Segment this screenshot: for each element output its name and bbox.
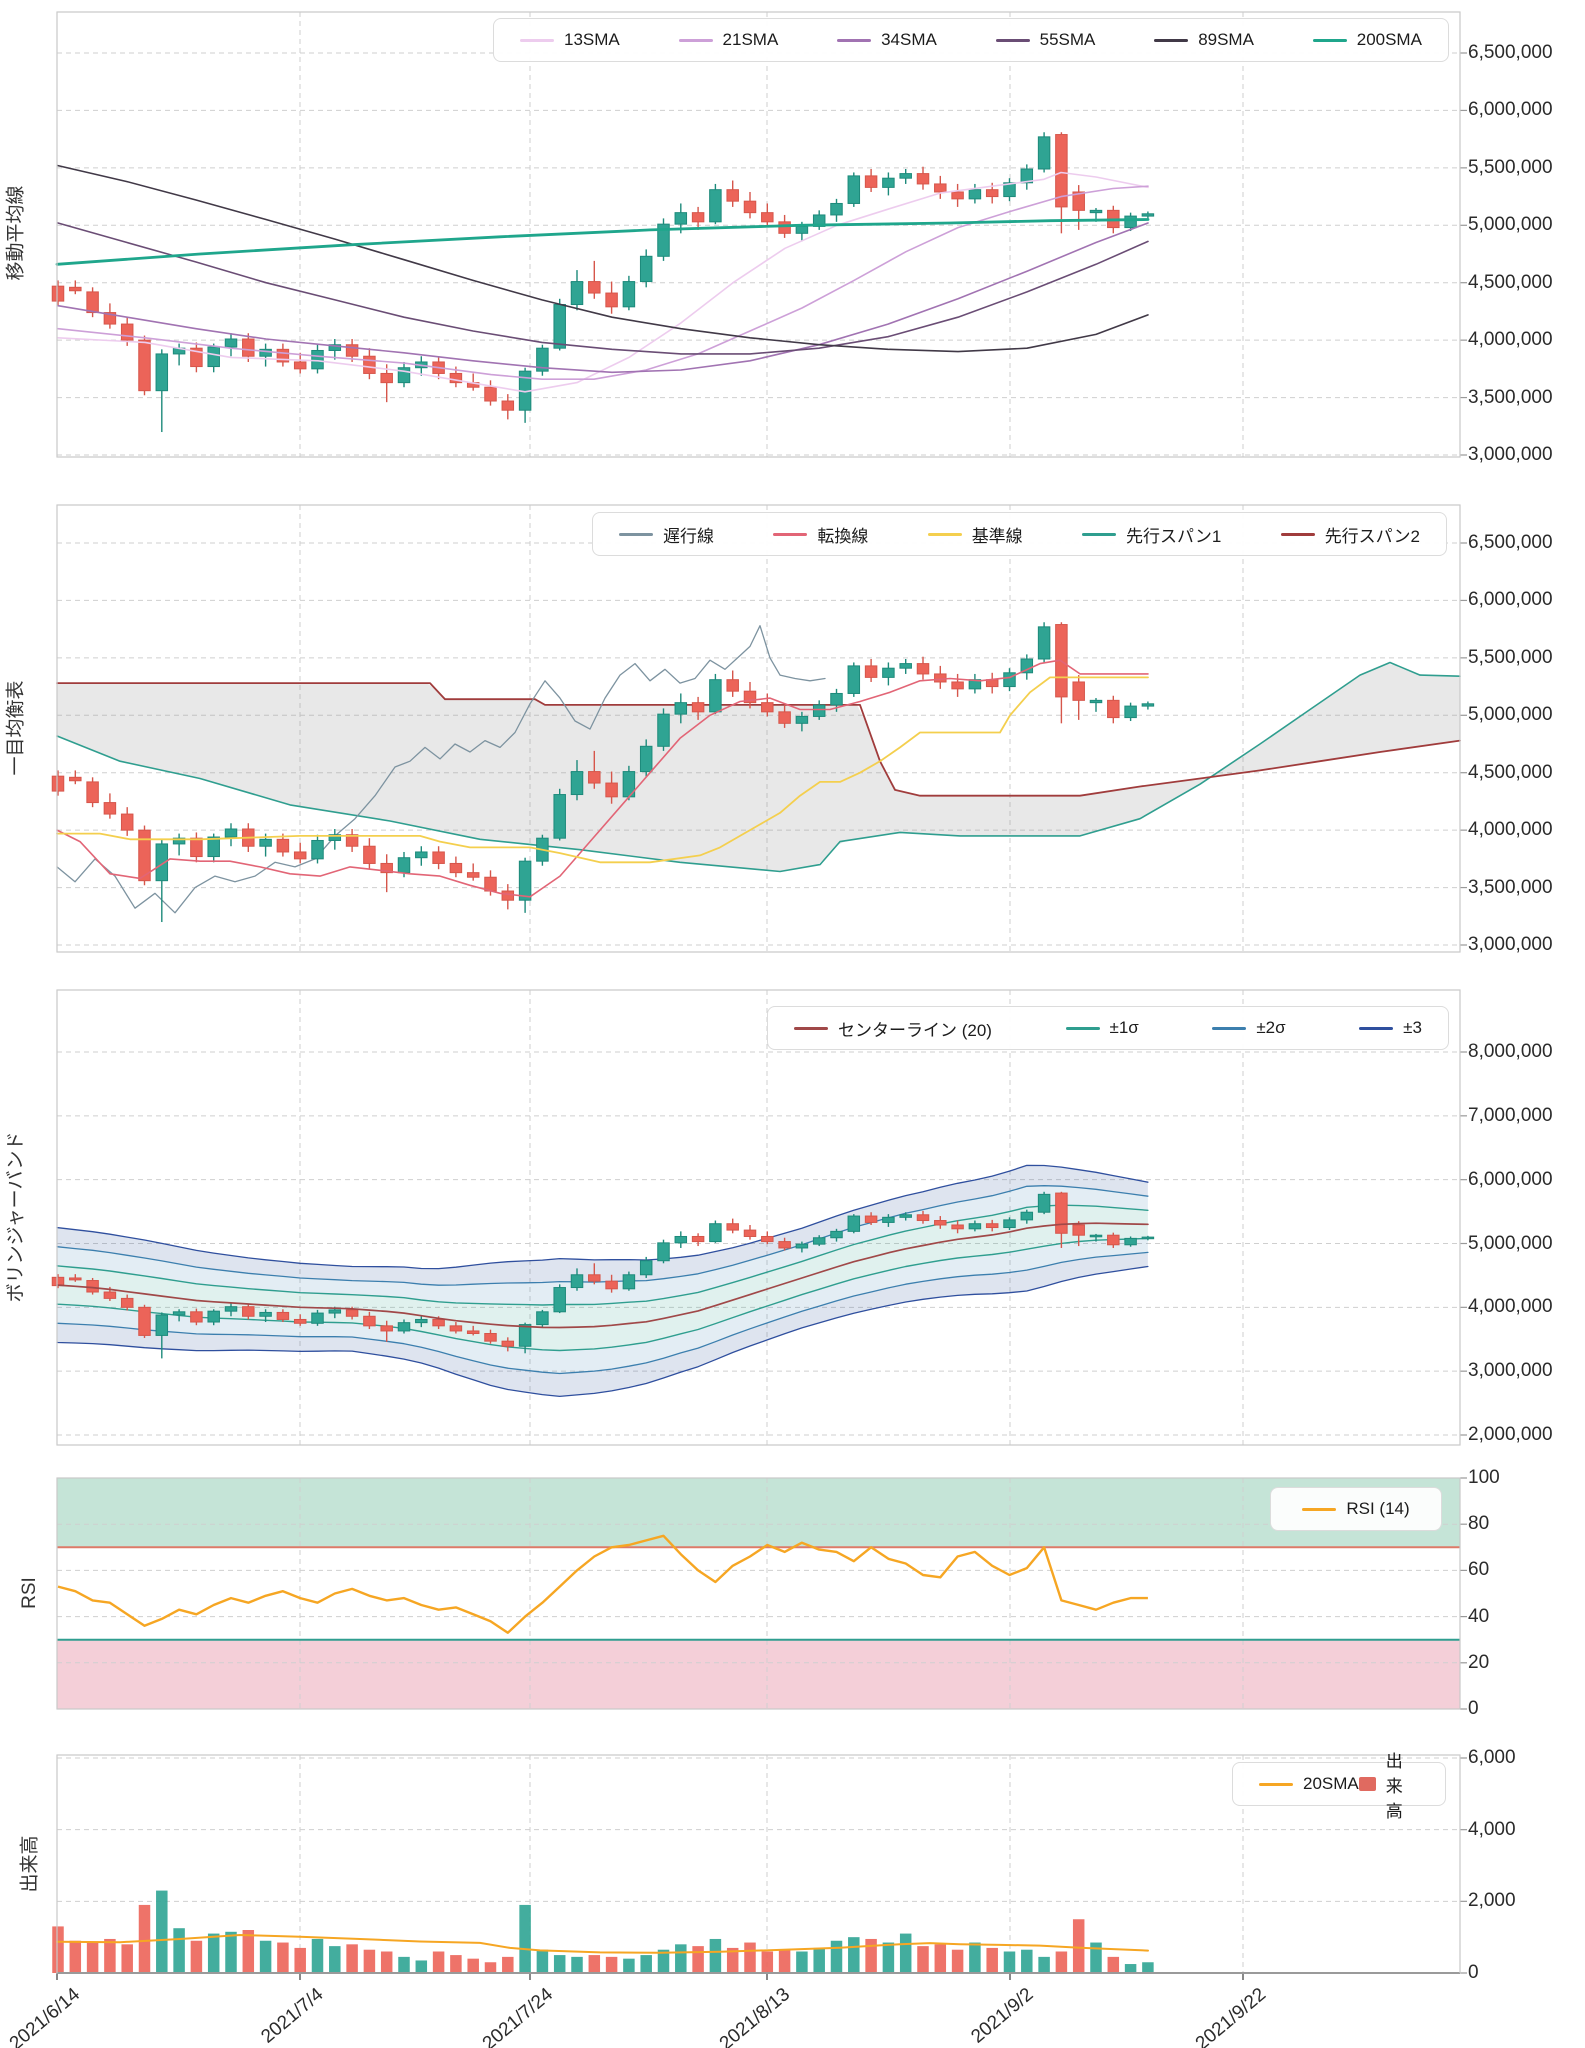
legend-volume: 20SMA 出来高 [1232,1752,1446,1821]
legend-label-89sma: 89SMA [1198,30,1254,49]
legend-item-lagging: 遅行線 [619,522,714,547]
legend-bollinger: センターライン (20) ±1σ ±2σ ±3 [767,1006,1449,1050]
y-tick-label: 40 [1468,1605,1490,1627]
21sma-line-swatch [678,38,713,42]
y-tick-label: 80 [1468,1513,1490,1535]
legend-item-span2: 先行スパン2 [1280,522,1420,547]
y-tick-label: 3,500,000 [1468,876,1553,898]
y-tick-label: 6,000,000 [1468,1168,1553,1190]
y-tick-label: 4,000,000 [1468,819,1553,841]
y-tick-label: 3,000,000 [1468,444,1553,465]
legend-item-34sma: 34SMA [837,30,937,50]
y-tick-label: 4,500,000 [1468,271,1553,293]
legend-moving-averages: 13SMA 21SMA 34SMA 55SMA 89SMA 200SMA [493,18,1449,62]
y-tick-label: 5,000,000 [1468,214,1553,236]
legend-item-sigma3: ±3 [1359,1018,1422,1038]
y-tick-label: 4,000,000 [1468,329,1553,351]
y-tick-label: 6,500,000 [1468,42,1553,63]
y-tick-label: 8,000,000 [1468,1041,1553,1062]
y-tick-label: 6,500,000 [1468,532,1553,553]
legend-rsi: RSI (14) [1270,1487,1442,1531]
y-tick-label: 3,500,000 [1468,386,1553,408]
legend-label-34sma: 34SMA [881,30,937,49]
34sma-line-swatch [837,38,872,42]
centerline-line-swatch [794,1026,828,1030]
legend-label-13sma: 13SMA [564,30,620,49]
span1-line-swatch [1082,532,1117,536]
panel-title-ichimoku: 一目均衡表 [5,680,27,776]
legend-ichimoku: 遅行線 転換線 基準線 先行スパン1 先行スパン2 [592,512,1447,556]
legend-item-vol-sma: 20SMA [1259,1774,1359,1794]
lagging-line-swatch [619,532,653,536]
legend-label-sigma2: ±2σ [1256,1018,1286,1037]
legend-label-55sma: 55SMA [1039,30,1096,49]
span2-line-swatch [1280,532,1315,536]
legend-item-55sma: 55SMA [995,30,1096,50]
y-tick-label: 3,000,000 [1468,1360,1553,1382]
y-tick-label: 6,000 [1468,1747,1516,1768]
legend-label-sigma3: ±3 [1403,1018,1422,1037]
y-tick-label: 0 [1468,1698,1479,1719]
legend-label-21sma: 21SMA [722,30,779,49]
sigma3-line-swatch [1359,1026,1394,1030]
legend-label-centerline: センターライン (20) [838,1020,992,1040]
y-tick-label: 4,500,000 [1468,761,1553,783]
legend-item-89sma: 89SMA [1154,30,1254,50]
200sma-line-swatch [1312,38,1347,42]
y-tick-label: 5,000,000 [1468,704,1553,726]
sigma1-line-swatch [1065,1026,1100,1030]
y-tick-label: 2,000 [1468,1890,1516,1912]
13sma-line-swatch [520,38,554,42]
legend-item-21sma: 21SMA [678,30,779,50]
legend-label-kijun: 基準線 [971,526,1023,546]
89sma-line-swatch [1154,38,1189,42]
legend-item-rsi: RSI (14) [1302,1499,1410,1519]
legend-label-span2: 先行スパン2 [1324,526,1420,546]
y-tick-label: 4,000,000 [1468,1296,1553,1318]
legend-item-200sma: 200SMA [1312,30,1422,50]
y-tick-label: 3,000,000 [1468,934,1553,955]
y-tick-label: 5,000,000 [1468,1232,1553,1254]
legend-label-vol-sma: 20SMA [1303,1774,1359,1793]
panel-title-volume: 出来高 [19,1835,41,1893]
y-tick-label: 0 [1468,1962,1479,1983]
legend-label-200sma: 200SMA [1356,30,1422,49]
y-tick-label: 2,000,000 [1468,1424,1553,1445]
legend-label-rsi: RSI (14) [1346,1499,1410,1518]
55sma-line-swatch [995,38,1030,42]
tenkan-line-swatch [773,532,808,536]
volume-bar-swatch [1358,1777,1376,1791]
legend-item-span1: 先行スパン1 [1082,522,1221,547]
y-tick-label: 60 [1468,1559,1490,1581]
legend-item-centerline: センターライン (20) [794,1016,992,1041]
sigma2-line-swatch [1212,1026,1247,1030]
legend-label-span1: 先行スパン1 [1126,526,1222,546]
legend-label-lagging: 遅行線 [663,526,714,546]
y-tick-label: 5,500,000 [1468,646,1553,668]
y-tick-label: 20 [1468,1651,1490,1673]
legend-item-kijun: 基準線 [927,522,1023,547]
y-tick-label: 100 [1468,1467,1500,1488]
legend-label-vol: 出来高 [1385,1751,1403,1821]
legend-label-tenkan: 転換線 [817,526,869,546]
y-tick-label: 6,000,000 [1468,589,1553,611]
rsi-line-swatch [1302,1507,1337,1511]
panel-title-rsi: RSI [19,1577,40,1609]
y-tick-label: 7,000,000 [1468,1104,1553,1126]
legend-label-sigma1: ±1σ [1109,1018,1139,1037]
kijun-line-swatch [927,532,962,536]
legend-item-sigma2: ±2σ [1212,1018,1286,1038]
y-tick-label: 6,000,000 [1468,99,1553,121]
y-tick-label: 5,500,000 [1468,156,1553,178]
volume-sma-line-swatch [1259,1782,1293,1786]
legend-item-vol: 出来高 [1358,1747,1419,1822]
panel-title-moving-averages: 移動平均線 [5,185,27,281]
y-tick-label: 4,000 [1468,1818,1516,1840]
legend-item-tenkan: 転換線 [773,522,868,547]
legend-item-13sma: 13SMA [520,30,620,50]
panel-title-bollinger: ボリンジャーバンド [5,1131,27,1303]
legend-item-sigma1: ±1σ [1065,1018,1139,1038]
